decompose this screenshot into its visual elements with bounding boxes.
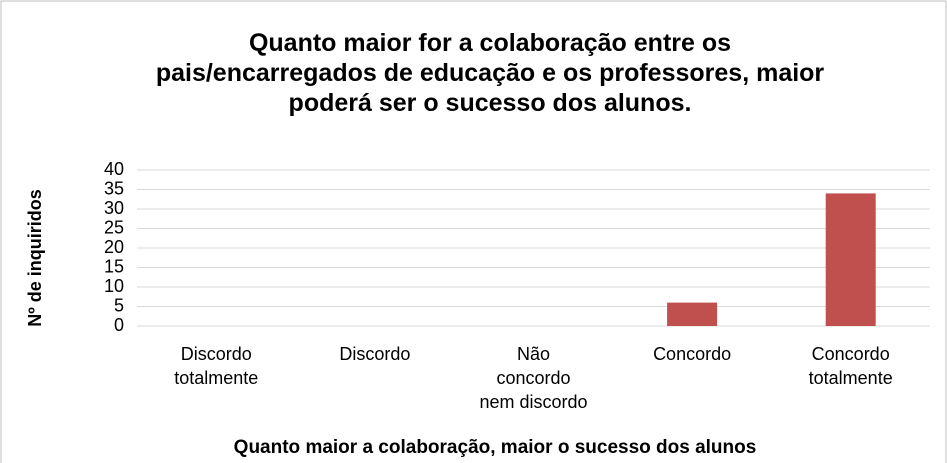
y-tick-label: 20 bbox=[104, 237, 124, 257]
x-tick-label: Discordo totalmente bbox=[174, 344, 259, 388]
y-tick-label: 40 bbox=[104, 159, 124, 179]
y-tick-label: 15 bbox=[104, 256, 124, 276]
y-tick-label: 25 bbox=[104, 217, 124, 237]
y-tick-label: 10 bbox=[104, 276, 124, 296]
y-axis-title: Nº de inquiridos bbox=[25, 189, 45, 327]
chart-title: Quanto maior for a colaboração entre os … bbox=[155, 29, 825, 117]
x-tick-label: Discordo bbox=[339, 344, 411, 364]
y-tick-label: 35 bbox=[104, 178, 124, 198]
x-axis-title: Quanto maior a colaboração, maior o suce… bbox=[233, 437, 757, 458]
x-tick-label: Concordo totalmente bbox=[808, 344, 893, 388]
bar bbox=[825, 193, 876, 326]
y-tick-label: 30 bbox=[104, 198, 124, 218]
bar bbox=[667, 302, 718, 326]
y-tick-label: 0 bbox=[114, 315, 124, 335]
y-tick-label: 5 bbox=[114, 295, 124, 315]
x-tick-label: Concordo bbox=[653, 344, 732, 364]
x-tick-label: Não concordo nem discordo bbox=[479, 344, 588, 412]
